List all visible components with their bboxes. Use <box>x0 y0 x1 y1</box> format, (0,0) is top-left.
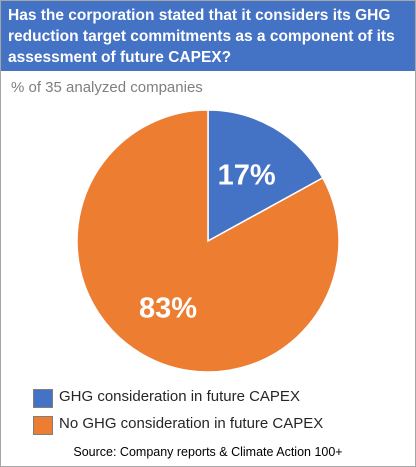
pie-slice-ghg <box>207 109 324 243</box>
legend-swatch-no-ghg <box>33 416 53 435</box>
legend-item-ghg: GHG consideration in future CAPEX <box>33 388 393 408</box>
chart-subtitle: % of 35 analyzed companies <box>11 79 203 96</box>
legend-label-no-ghg: No GHG consideration in future CAPEX <box>59 415 324 432</box>
source-note: Source: Company reports & Climate Action… <box>73 445 343 459</box>
legend-item-no-ghg: No GHG consideration in future CAPEX <box>33 415 393 435</box>
legend-label-ghg: GHG consideration in future CAPEX <box>59 388 300 405</box>
data-label-ghg: 17% <box>218 160 276 192</box>
pie-chart: 17% 83% <box>76 109 340 373</box>
legend-swatch-ghg <box>33 389 53 408</box>
data-label-no-ghg: 83% <box>139 293 197 325</box>
pie-slice-no-ghg <box>76 109 340 373</box>
chart-title-bar: Has the corporation stated that it consi… <box>1 1 415 71</box>
chart-title: Has the corporation stated that it consi… <box>8 7 395 66</box>
